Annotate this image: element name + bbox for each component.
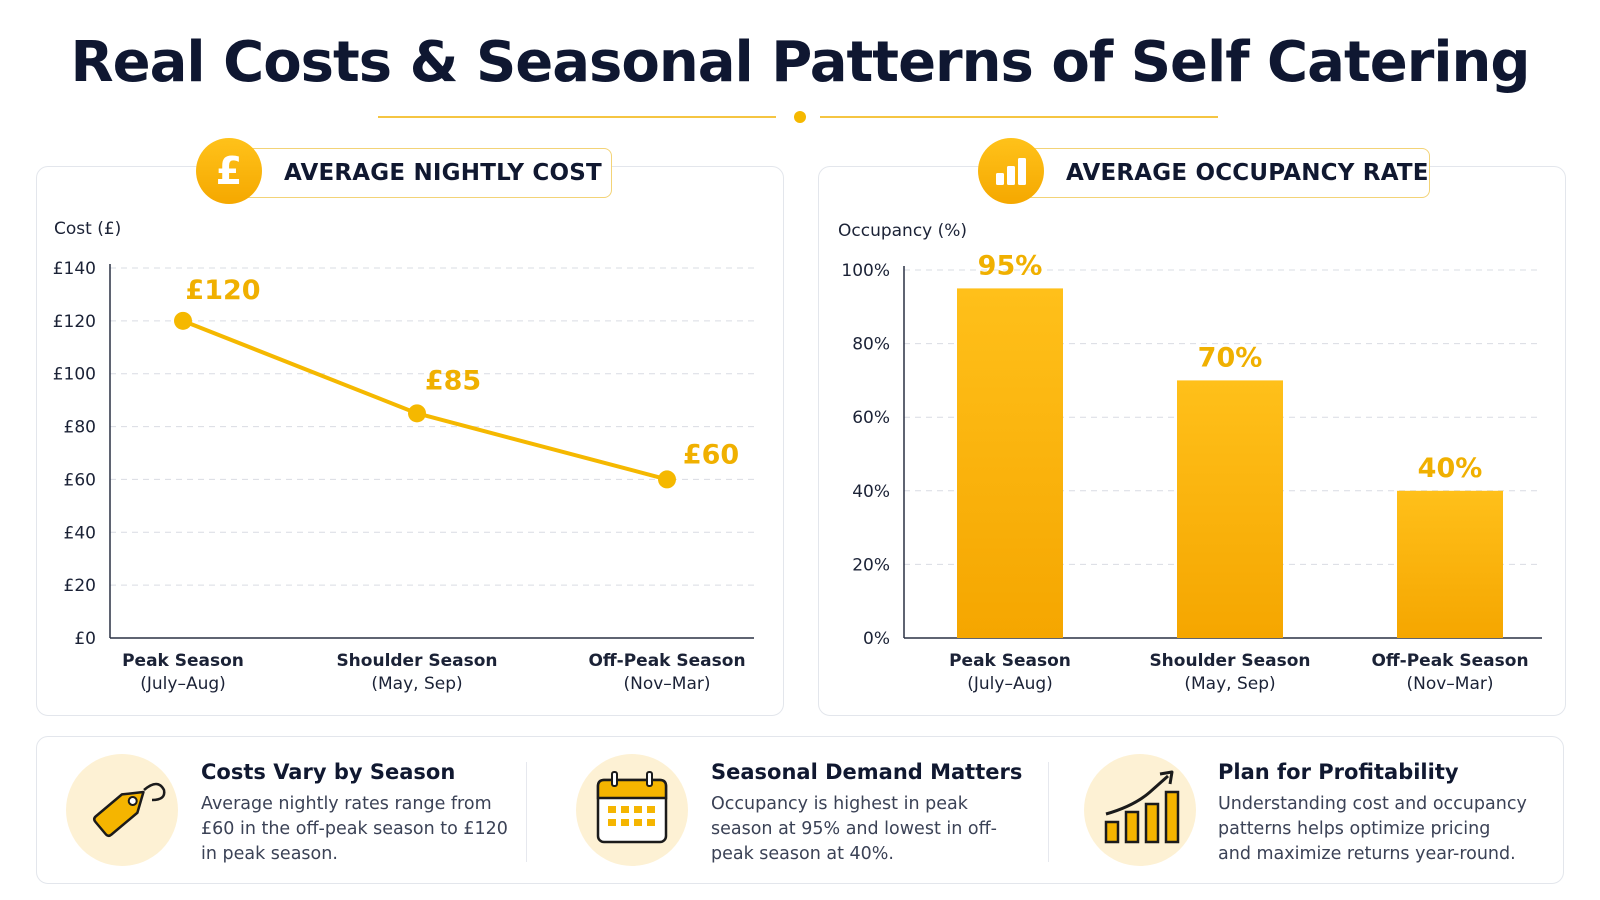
price-tag-icon: [66, 754, 178, 866]
pound-icon: £: [196, 138, 262, 204]
cost-panel-header: [226, 148, 612, 198]
title-divider-left: [378, 116, 776, 118]
growth-chart-icon: [1084, 754, 1196, 866]
cost-panel-title: AVERAGE NIGHTLY COST: [284, 160, 602, 186]
insight-title: Plan for Profitability: [1218, 760, 1459, 784]
insight-title: Costs Vary by Season: [201, 760, 456, 784]
occupancy-panel-header: [1008, 148, 1430, 198]
insight-text: Average nightly rates range from £60 in …: [201, 794, 508, 864]
title-divider-right: [820, 116, 1218, 118]
insight-text: Occupancy is highest in peak season at 9…: [711, 794, 997, 864]
occupancy-chart-panel: [818, 166, 1566, 716]
calendar-icon: [576, 754, 688, 866]
page-title: Real Costs & Seasonal Patterns of Self C…: [70, 30, 1531, 95]
bar-chart-icon: [978, 138, 1044, 204]
insight-title: Seasonal Demand Matters: [711, 760, 1023, 784]
title-divider-dot: [794, 111, 806, 123]
insight-divider: [1048, 762, 1049, 862]
cost-chart-panel: [36, 166, 784, 716]
occupancy-panel-title: AVERAGE OCCUPANCY RATE: [1066, 160, 1429, 186]
insight-text: Understanding cost and occupancy pattern…: [1218, 794, 1527, 864]
insight-divider: [526, 762, 527, 862]
insights-panel: [36, 736, 1564, 884]
